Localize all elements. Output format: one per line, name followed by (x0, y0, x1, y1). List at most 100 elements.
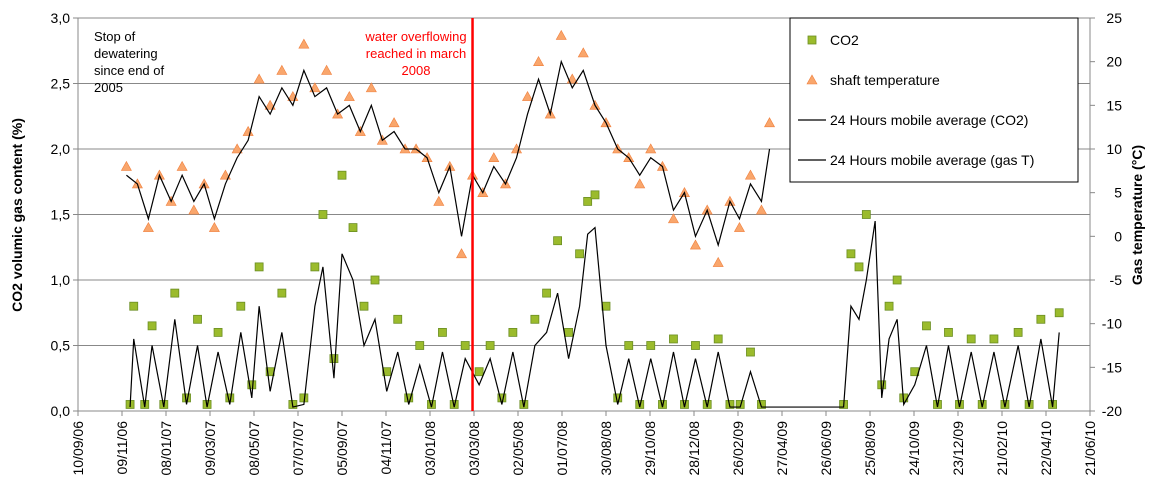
co2-point (553, 236, 562, 246)
temperature-point (456, 248, 468, 259)
x-tick-label: 09/03/07 (202, 421, 218, 476)
y-tick-label: 1,0 (51, 272, 71, 288)
co2-point (129, 301, 139, 311)
co2-point (1054, 308, 1064, 318)
y2-tick-label: -10 (1102, 316, 1122, 332)
x-tick-label: 28/12/08 (686, 421, 702, 476)
co2-point (944, 327, 953, 337)
temperature-point (645, 143, 657, 154)
co2-point (337, 170, 347, 180)
temperature-point (522, 90, 534, 101)
annotation: Stop of dewatering since end of 2005 (94, 29, 165, 95)
x-tick-label: 23/12/09 (950, 421, 966, 476)
co2-point (846, 249, 856, 259)
temperature-point (365, 82, 377, 93)
co2-point (892, 275, 902, 285)
co2-point (485, 341, 495, 350)
x-tick-label: 26/02/09 (730, 421, 746, 476)
temperature-point (634, 178, 646, 189)
temperature-point (712, 256, 724, 267)
y2-tick-label: 20 (1106, 54, 1122, 70)
co2-point (624, 341, 634, 350)
co2-point (922, 321, 931, 331)
co2-point (438, 327, 447, 337)
y2-tick-label: -5 (1110, 272, 1123, 288)
co2-point (460, 341, 470, 350)
x-tick-label: 07/07/07 (290, 421, 306, 476)
temperature-point (555, 29, 567, 40)
y-tick-label: 2,0 (51, 141, 71, 157)
co2-point (1036, 314, 1046, 324)
x-tick-label: 29/10/08 (642, 421, 658, 476)
co2-point (530, 314, 540, 324)
co2-point (382, 367, 392, 377)
x-tick-label: 21/02/10 (994, 421, 1010, 476)
co2-point (1013, 327, 1023, 337)
x-tick-label: 30/08/08 (598, 421, 614, 476)
co2-point (348, 223, 358, 233)
x-tick-label: 21/06/10 (1082, 421, 1098, 476)
y-tick-label: 0,5 (51, 338, 71, 354)
y2-tick-label: 25 (1106, 10, 1122, 26)
y-tick-label: 3,0 (51, 10, 71, 26)
temperature-point (488, 152, 500, 163)
co2-point (474, 367, 484, 377)
co2-point (564, 327, 573, 337)
moving-average-line (129, 220, 1060, 408)
co2-point (508, 327, 518, 337)
temperature-point (253, 73, 265, 84)
temperature-point (321, 64, 333, 75)
x-tick-label: 04/11/07 (378, 421, 394, 475)
co2-point (193, 314, 202, 324)
temperature-point (733, 221, 745, 232)
co2-point (966, 334, 976, 344)
co2-point (735, 400, 745, 409)
co2-point (854, 262, 864, 272)
temperature-point (689, 239, 701, 250)
moving-average-line (126, 59, 771, 248)
temperature-point (276, 64, 288, 75)
y2-tick-label: -15 (1102, 359, 1122, 375)
legend-swatch (806, 74, 818, 85)
co2-point (989, 334, 999, 344)
temperature-point (667, 213, 679, 224)
temperature-point (176, 160, 188, 171)
co2-point (254, 262, 264, 272)
x-tick-label: 03/03/08 (466, 421, 482, 476)
legend-swatch (807, 35, 817, 45)
co2-point (757, 400, 766, 409)
temperature-point (533, 56, 545, 66)
temperature-point (142, 221, 154, 232)
temperature-point (120, 160, 132, 171)
co2-point (310, 262, 320, 272)
legend-label: 24 Hours mobile average (CO2) (830, 112, 1028, 128)
x-tick-label: 03/01/08 (422, 421, 438, 476)
co2-point (583, 196, 593, 206)
temperature-point (764, 117, 776, 128)
temperature-point (208, 221, 220, 232)
y2-tick-label: 0 (1114, 228, 1122, 244)
co2-point (318, 210, 328, 219)
co2-point (415, 341, 425, 350)
y2-axis-title: Gas temperature (°C) (1129, 145, 1145, 285)
y-axis-title: CO2 volumic gas content (%) (9, 118, 25, 312)
legend-label: shaft temperature (830, 72, 940, 88)
co2-point (861, 210, 871, 219)
co2-point (590, 190, 600, 200)
co2-point (277, 288, 287, 298)
temperature-point (577, 47, 589, 58)
co2-point (713, 334, 723, 344)
annotation: water overflowing reached in march 2008 (365, 29, 467, 78)
x-tick-label: 25/08/09 (862, 421, 878, 476)
temperature-point (755, 204, 767, 215)
legend-label: CO2 (830, 32, 859, 48)
x-tick-label: 08/01/07 (158, 421, 174, 476)
co2-point (393, 314, 403, 324)
y-tick-label: 2,5 (51, 76, 71, 92)
x-tick-label: 05/09/07 (334, 421, 350, 476)
y2-tick-label: 15 (1106, 97, 1122, 113)
y2-tick-label: 10 (1106, 141, 1122, 157)
temperature-point (298, 38, 310, 49)
co2-point (247, 380, 257, 390)
